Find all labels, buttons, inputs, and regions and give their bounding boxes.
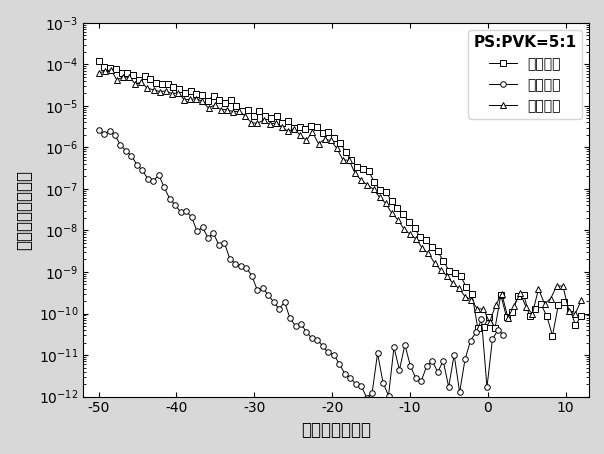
擦除状态 — [431, 261, 439, 266]
Line: 初始状态: 初始状态 — [96, 58, 584, 338]
擦除状态 — [388, 211, 396, 216]
擦除状态 — [413, 237, 420, 242]
编程状态 — [434, 370, 442, 375]
编程状态 — [423, 363, 431, 369]
初始状态 — [95, 58, 102, 64]
初始状态 — [549, 333, 556, 338]
擦除状态 — [577, 298, 585, 303]
编程状态 — [461, 356, 469, 362]
Y-axis label: 源漏电流（安培）: 源漏电流（安培） — [15, 170, 33, 250]
初始状态 — [554, 303, 562, 308]
初始状态 — [239, 108, 246, 114]
编程状态 — [363, 395, 370, 400]
初始状态 — [262, 113, 269, 118]
编程状态 — [500, 332, 507, 337]
编程状态 — [406, 363, 414, 369]
Line: 编程状态: 编程状态 — [96, 127, 506, 400]
Legend: 初始状态, 编程状态, 擦除状态: 初始状态, 编程状态, 擦除状态 — [468, 30, 582, 118]
编程状态 — [95, 127, 102, 132]
擦除状态 — [394, 217, 402, 222]
Line: 擦除状态: 擦除状态 — [96, 67, 584, 325]
擦除状态 — [95, 70, 102, 76]
擦除状态 — [315, 141, 322, 147]
初始状态 — [175, 86, 182, 92]
编程状态 — [418, 378, 425, 384]
擦除状态 — [486, 320, 493, 325]
擦除状态 — [535, 286, 542, 292]
编程状态 — [128, 153, 135, 158]
初始状态 — [336, 140, 344, 145]
初始状态 — [245, 108, 252, 113]
初始状态 — [577, 313, 585, 319]
X-axis label: 栊电压（伏特）: 栊电压（伏特） — [301, 421, 371, 439]
擦除状态 — [107, 67, 114, 73]
